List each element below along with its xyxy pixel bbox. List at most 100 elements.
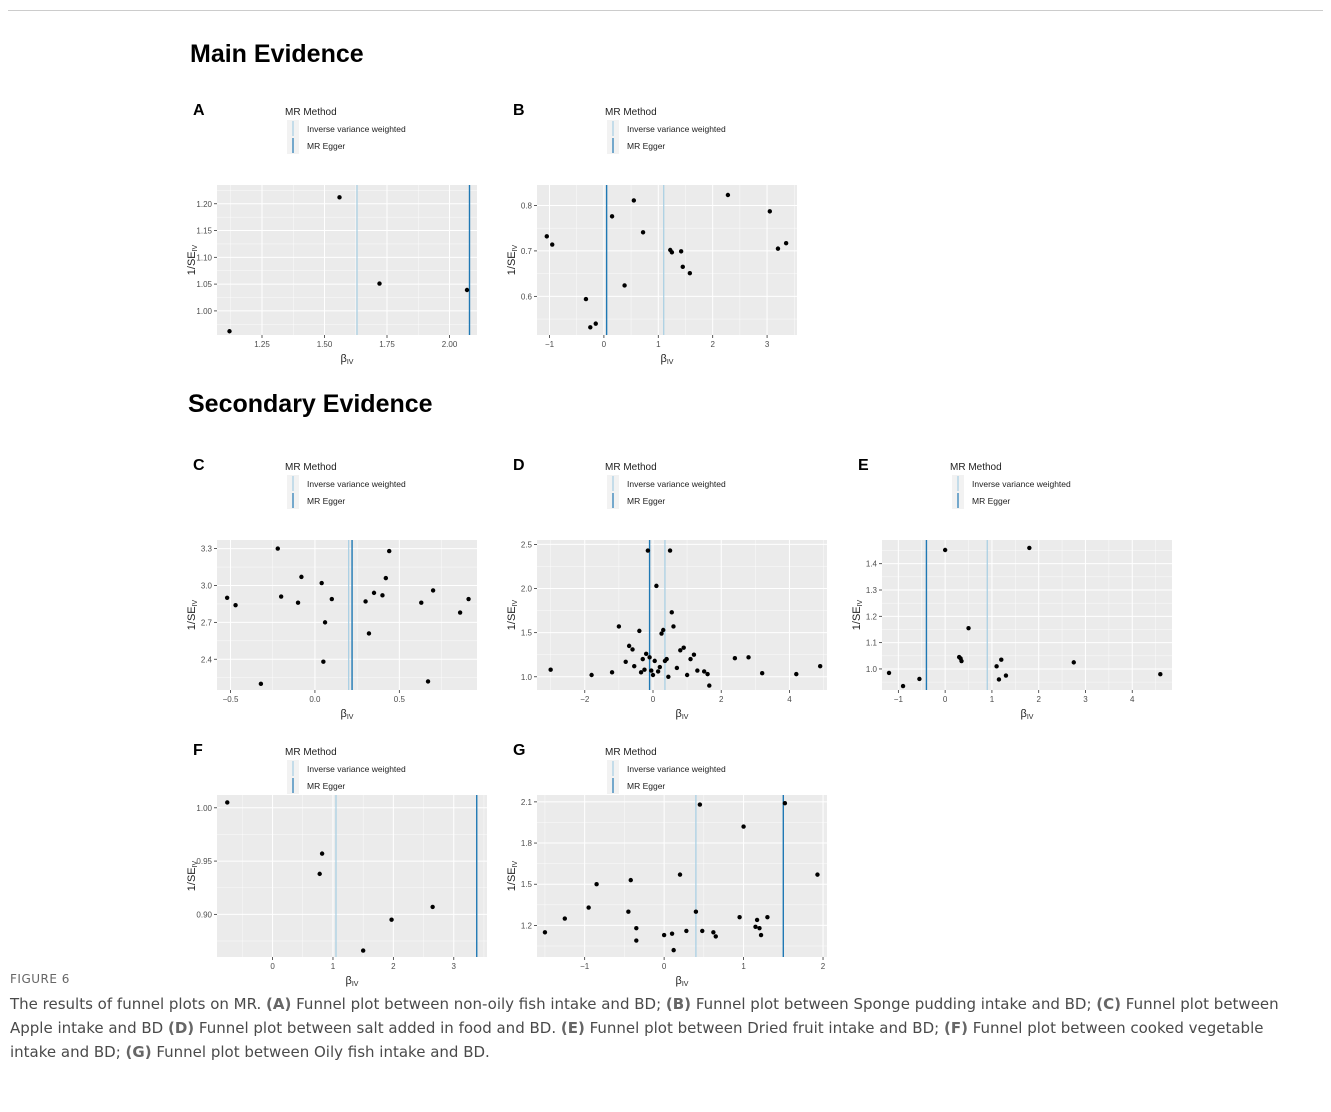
- x-tick-label: 1: [656, 340, 661, 349]
- funnel-plot-e: E MR Method Inverse variance weighted MR Eg…: [851, 457, 1172, 721]
- caption-text-g: Funnel plot between Oily fish intake and…: [151, 1043, 490, 1061]
- data-point: [649, 668, 654, 673]
- caption-tag-e: (E): [560, 1019, 585, 1037]
- x-tick-label: 0: [651, 695, 656, 704]
- data-point: [371, 590, 377, 596]
- caption-text-f: Funnel plot between cooked vegetable int…: [10, 1019, 1264, 1061]
- legend-title: MR Method: [285, 107, 337, 118]
- y-axis-label: 1/SEIV: [506, 244, 519, 275]
- data-point: [711, 930, 716, 935]
- plot-area: [537, 540, 827, 690]
- caption-tag-b: (B): [665, 995, 692, 1013]
- data-point: [548, 667, 553, 672]
- y-axis-label: 1/SEIV: [186, 860, 199, 891]
- data-point: [759, 671, 765, 676]
- legend-title: MR Method: [950, 462, 1002, 473]
- x-tick-label: 4: [1130, 695, 1135, 704]
- legend-title: MR Method: [605, 107, 657, 118]
- data-point: [278, 594, 284, 599]
- data-point: [900, 683, 906, 689]
- data-point: [623, 659, 628, 664]
- data-point: [647, 655, 652, 660]
- data-point: [705, 671, 710, 677]
- legend-key-bg: [287, 120, 299, 154]
- data-point: [741, 824, 746, 829]
- data-point: [640, 230, 646, 235]
- data-point: [695, 668, 700, 673]
- legend-label-ivw: Inverse variance weighted: [307, 764, 406, 774]
- y-tick-label: 1.15: [196, 227, 212, 236]
- data-point: [643, 651, 649, 657]
- data-point: [642, 667, 647, 672]
- y-tick-label: 0.95: [196, 857, 212, 866]
- y-tick-label: 3.3: [201, 545, 213, 554]
- x-tick-label: 0.0: [309, 695, 321, 704]
- data-point: [657, 664, 663, 670]
- legend-title: MR Method: [285, 462, 337, 473]
- data-point: [659, 631, 664, 636]
- y-tick-label: 2.4: [201, 655, 213, 664]
- data-point: [754, 917, 760, 923]
- data-point: [654, 583, 659, 589]
- plot-area: [537, 185, 797, 335]
- y-axis-label: 1/SEIV: [506, 860, 519, 891]
- data-point: [337, 195, 342, 200]
- x-tick-label: 2: [821, 962, 826, 971]
- x-tick-label: 2: [391, 962, 396, 971]
- y-tick-label: 1.5: [521, 629, 533, 638]
- funnel-plot-c: C MR Method Inverse variance weighted MR Eg…: [186, 457, 477, 721]
- data-point: [457, 610, 463, 615]
- caption-tag-a: (A): [266, 995, 292, 1013]
- legend-label-ivw: Inverse variance weighted: [307, 479, 406, 489]
- x-axis-label: βIV: [676, 708, 689, 721]
- data-point: [942, 547, 948, 553]
- funnel-plot-d: D MR Method Inverse variance weighted MR Eg…: [506, 457, 827, 721]
- data-point: [701, 669, 707, 674]
- y-tick-label: 1.5: [521, 880, 533, 889]
- x-tick-label: 3: [452, 962, 457, 971]
- data-point: [609, 670, 615, 675]
- x-axis-label: βIV: [341, 708, 354, 721]
- data-point: [732, 656, 738, 661]
- data-point: [225, 800, 230, 805]
- y-tick-label: 1.00: [196, 804, 212, 813]
- legend-key-bg: [607, 120, 619, 154]
- data-point: [637, 628, 642, 634]
- data-point: [783, 240, 789, 246]
- data-point: [464, 287, 470, 293]
- legend-title: MR Method: [605, 747, 657, 758]
- data-point: [363, 599, 368, 604]
- x-tick-label: 1.50: [317, 340, 333, 349]
- x-axis-label: βIV: [346, 975, 359, 988]
- legend-label-egger: MR Egger: [627, 781, 665, 791]
- x-axis-label: βIV: [1021, 708, 1034, 721]
- x-axis-label: βIV: [676, 975, 689, 988]
- data-point: [661, 627, 666, 633]
- data-point: [681, 645, 686, 650]
- y-tick-label: 2.0: [521, 585, 533, 594]
- data-point: [632, 663, 637, 669]
- data-point: [550, 242, 555, 247]
- data-point: [360, 948, 366, 953]
- data-point: [630, 647, 635, 652]
- y-axis-label: 1/SEIV: [851, 599, 864, 630]
- legend-key-bg: [607, 475, 619, 509]
- y-tick-label: 1.00: [196, 307, 212, 316]
- y-tick-label: 0.6: [521, 292, 533, 301]
- data-point: [224, 595, 230, 600]
- caption-text-e: Funnel plot between Dried fruit intake a…: [584, 1019, 944, 1037]
- data-point: [666, 674, 671, 679]
- data-point: [815, 872, 820, 877]
- legend-label-ivw: Inverse variance weighted: [627, 479, 726, 489]
- legend-key-bg: [287, 760, 299, 794]
- data-point: [678, 648, 683, 653]
- data-point: [562, 916, 568, 921]
- caption-text-d: Funnel plot between salt added in food a…: [194, 1019, 561, 1037]
- panel-letter-a: A: [193, 102, 205, 119]
- legend-title: MR Method: [605, 462, 657, 473]
- data-point: [671, 624, 676, 629]
- data-point: [329, 596, 335, 602]
- data-point: [377, 281, 382, 286]
- data-point: [669, 931, 675, 936]
- y-tick-label: 1.20: [196, 200, 212, 209]
